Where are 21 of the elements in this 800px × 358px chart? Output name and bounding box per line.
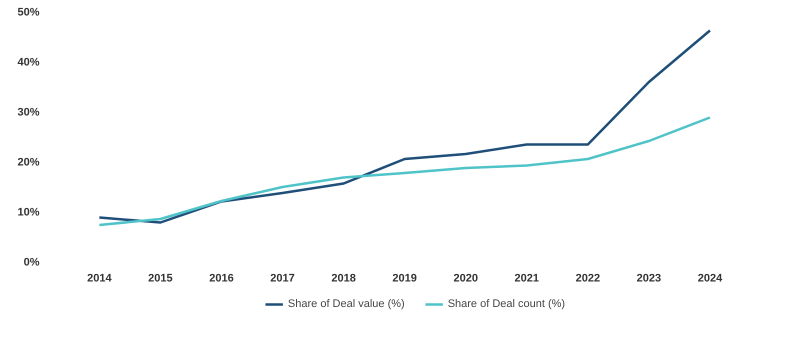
x-tick-label: 2021: [514, 272, 540, 284]
y-tick-label: 0%: [24, 256, 40, 268]
line-series: [98, 29, 712, 224]
x-tick-label: 2019: [392, 272, 417, 284]
legend-label: Share of Deal count (%): [448, 298, 566, 310]
line-series: [98, 116, 712, 226]
x-tick-label: 2022: [576, 272, 600, 284]
y-tick-label: 10%: [17, 206, 40, 218]
x-tick-label: 2020: [453, 272, 478, 284]
x-tick-label: 2023: [636, 272, 662, 284]
x-tick-label: 2016: [209, 272, 234, 284]
y-tick-label: 30%: [17, 106, 40, 118]
y-tick-label: 40%: [17, 56, 40, 68]
x-tick-label: 2014: [87, 272, 112, 284]
x-tick-label: 2015: [148, 272, 173, 284]
x-tick-label: 2018: [331, 272, 356, 284]
y-tick-label: 50%: [17, 6, 40, 18]
x-tick-label: 2017: [270, 272, 295, 284]
legend-label: Share of Deal value (%): [288, 298, 405, 310]
x-tick-label: 2024: [698, 272, 724, 284]
y-tick-label: 20%: [17, 156, 40, 168]
